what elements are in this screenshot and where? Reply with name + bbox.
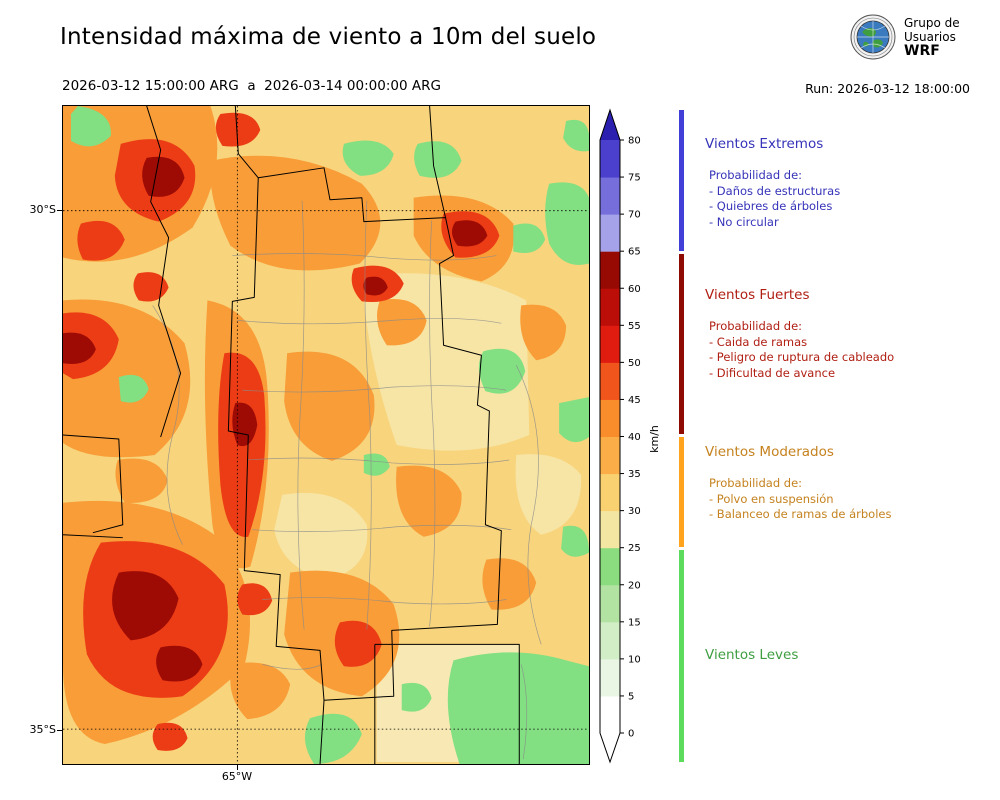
colorbar-segment	[600, 510, 620, 549]
colorbar-segment	[600, 251, 620, 289]
legend-bar-leves	[679, 550, 684, 762]
light-wind-zones	[70, 106, 589, 764]
legend-title-extremos: Vientos Extremos	[705, 136, 824, 152]
colorbar-segment	[600, 140, 620, 178]
colorbar-tick-label: 25	[628, 543, 641, 554]
colorbar-segment	[600, 658, 620, 697]
legend-title-fuertes: Vientos Fuertes	[705, 287, 810, 303]
colorbar-segment	[600, 547, 620, 586]
legend-item: - Daños de estructuras	[709, 183, 841, 198]
legend-category-fuertes: Vientos Fuertes Probabilidad de: - Caida…	[705, 287, 990, 381]
lat-tickmark-30s	[57, 210, 62, 211]
logo-line-3: WRF	[904, 43, 940, 59]
colorbar-segment	[600, 621, 620, 660]
colorbar-segment	[600, 436, 620, 475]
colorbar-under-arrow	[600, 733, 620, 762]
colorbar-segment	[600, 584, 620, 623]
legend-item: - Dificultad de avance	[709, 365, 836, 380]
extreme-wind-cores	[63, 156, 488, 682]
wind-intensity-map	[62, 105, 590, 765]
colorbar-tick-label: 55	[628, 321, 641, 332]
colorbar-segment	[600, 214, 620, 252]
page-title: Intensidad máxima de viento a 10m del su…	[60, 24, 597, 50]
legend-item: - Polvo en suspensión	[709, 491, 834, 506]
legend-item: - No circular	[709, 214, 779, 229]
logo-text: Grupo de Usuarios WRF	[904, 16, 960, 58]
colorbar-tick-label: 30	[628, 506, 641, 517]
legend-item: - Quiebres de árboles	[709, 199, 833, 213]
lat-tickmark-35s	[57, 730, 62, 731]
legend-desc-fuertes: Probabilidad de: - Caida de ramas - Peli…	[705, 319, 990, 381]
colorbar-segment	[600, 325, 620, 363]
legend-category-leves: Vientos Leves	[705, 647, 990, 663]
legend-bar-extremos	[679, 110, 684, 251]
colorbar-tick-label: 80	[628, 136, 641, 147]
lat-tick-35s: 35°S	[29, 723, 56, 736]
legend-item: - Balanceo de ramas de árboles	[709, 507, 892, 521]
colorbar-segment	[600, 362, 620, 400]
province-borders	[63, 106, 520, 764]
lat-tick-30s: 30°S	[29, 203, 56, 216]
forecast-period: 2026-03-12 15:00:00 ARG a 2026-03-14 00:…	[62, 78, 441, 94]
colorbar: 0 5 10 15 20 25 30 35 40 45 50 55 60 65 70 75 80 km/h	[599, 108, 661, 764]
globe-icon	[850, 14, 896, 60]
colorbar-tick-label: 40	[628, 432, 641, 443]
colorbar-tick-label: 5	[628, 691, 634, 702]
lon-tick-65w: 65°W	[221, 770, 253, 783]
legend-category-moderados: Vientos Moderados Probabilidad de: - Pol…	[705, 444, 990, 523]
legend-item: - Peligro de ruptura de cableado	[709, 350, 895, 364]
legend-bar-moderados	[679, 437, 684, 547]
model-run-timestamp: Run: 2026-03-12 18:00:00	[805, 81, 970, 96]
legend-desc-moderados: Probabilidad de: - Polvo en suspensión -…	[705, 476, 990, 523]
map-plot	[63, 106, 589, 764]
legend-desc-extremos: Probabilidad de: - Daños de estructuras …	[705, 168, 990, 230]
logo-line-2: Usuarios	[904, 30, 956, 44]
colorbar-tick-label: 10	[628, 654, 641, 665]
department-borders	[152, 200, 542, 760]
colorbar-tick-label: 45	[628, 395, 641, 406]
legend-title-moderados: Vientos Moderados	[705, 444, 834, 460]
colorbar-segment	[600, 288, 620, 326]
legend-bar-fuertes	[679, 254, 684, 434]
colorbar-tick-label: 70	[628, 210, 641, 221]
wrf-user-group-logo: Grupo de Usuarios WRF	[850, 14, 960, 60]
colorbar-tick-label: 75	[628, 173, 641, 184]
lon-tickmark-65w	[237, 765, 238, 770]
logo-line-1: Grupo de	[904, 16, 960, 30]
colorbar-tick-label: 60	[628, 284, 641, 295]
legend-prob-label: Probabilidad de:	[709, 319, 803, 333]
colorbar-tick-label: 35	[628, 469, 641, 480]
legend-title-leves: Vientos Leves	[705, 647, 799, 663]
legend-category-extremos: Vientos Extremos Probabilidad de: - Daño…	[705, 136, 990, 230]
colorbar-segment	[600, 695, 620, 734]
colorbar-segment	[600, 473, 620, 512]
graticule	[63, 106, 589, 764]
colorbar-over-arrow	[600, 110, 620, 140]
colorbar-tick-label: 15	[628, 617, 641, 628]
colorbar-tick-label: 65	[628, 247, 641, 258]
colorbar-unit-label: km/h	[648, 425, 661, 453]
colorbar-segment	[600, 177, 620, 215]
legend-prob-label: Probabilidad de:	[709, 476, 803, 490]
colorbar-tick-label: 0	[628, 729, 634, 740]
legend-prob-label: Probabilidad de:	[709, 168, 803, 182]
legend-item: - Caida de ramas	[709, 334, 808, 349]
colorbar-segment	[600, 399, 620, 437]
colorbar-tick-label: 20	[628, 580, 641, 591]
colorbar-tick-label: 50	[628, 358, 641, 369]
